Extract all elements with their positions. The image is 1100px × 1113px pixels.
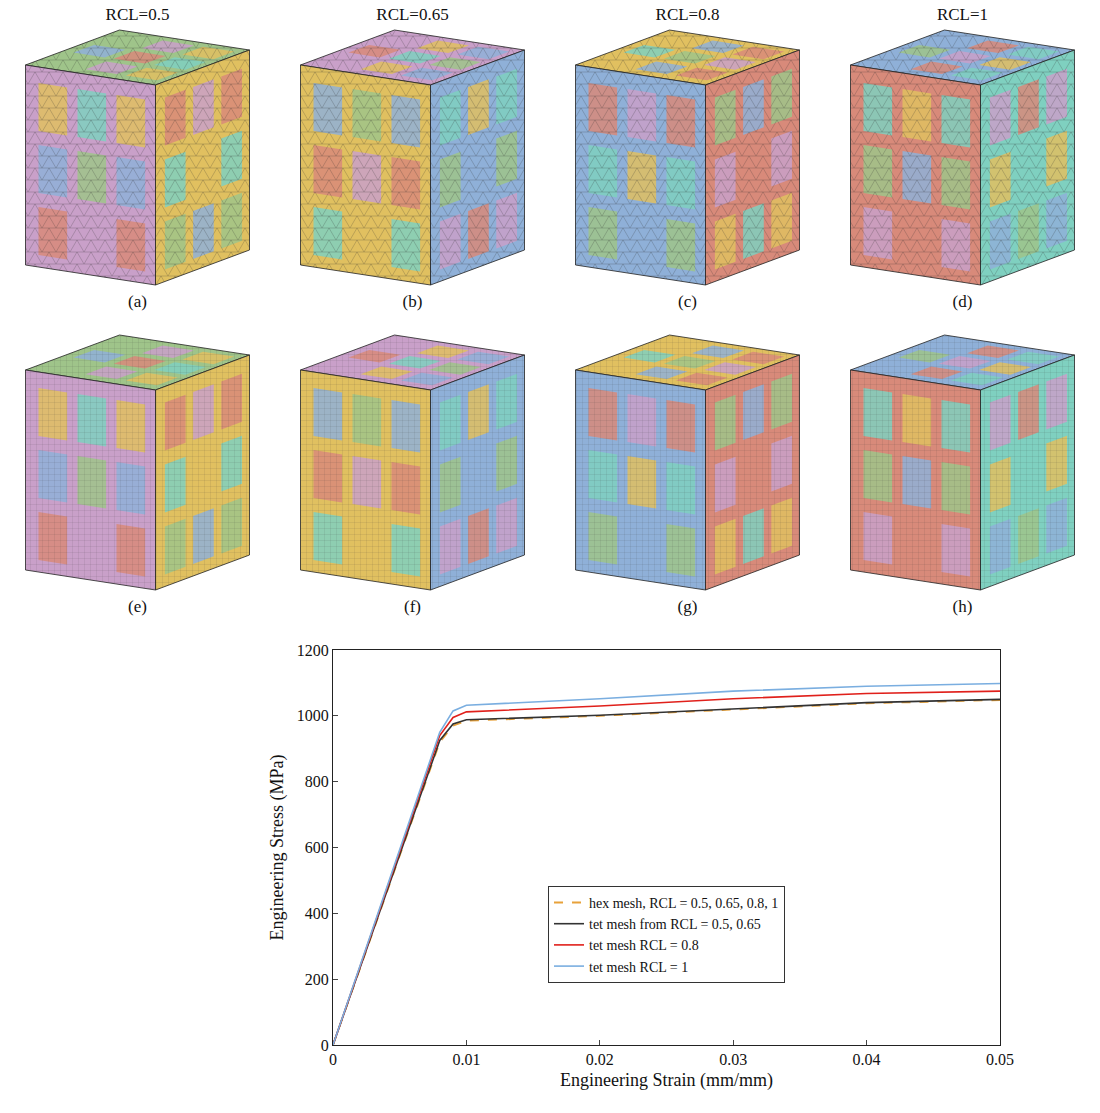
svg-text:800: 800 [305, 773, 329, 790]
svg-text:0.04: 0.04 [853, 1051, 881, 1068]
svg-text:tet mesh from RCL = 0.5, 0.65: tet mesh from RCL = 0.5, 0.65 [589, 917, 761, 932]
svg-text:0.03: 0.03 [719, 1051, 747, 1068]
svg-text:0: 0 [321, 1037, 329, 1054]
svg-text:(h): (h) [953, 597, 973, 616]
svg-text:tet mesh RCL = 1: tet mesh RCL = 1 [589, 960, 688, 975]
svg-text:RCL=0.65: RCL=0.65 [376, 5, 448, 24]
svg-text:tet mesh RCL = 0.8: tet mesh RCL = 0.8 [589, 938, 699, 953]
svg-text:1000: 1000 [297, 707, 329, 724]
svg-text:RCL=1: RCL=1 [937, 5, 988, 24]
svg-text:600: 600 [305, 839, 329, 856]
svg-text:200: 200 [305, 971, 329, 988]
svg-text:(b): (b) [403, 292, 423, 311]
svg-text:(e): (e) [128, 597, 147, 616]
svg-text:1200: 1200 [297, 642, 329, 659]
svg-text:(a): (a) [128, 292, 147, 311]
svg-text:hex mesh, RCL = 0.5, 0.65, 0.8: hex mesh, RCL = 0.5, 0.65, 0.8, 1 [589, 896, 778, 911]
svg-text:0.05: 0.05 [986, 1051, 1014, 1068]
svg-text:0: 0 [329, 1051, 337, 1068]
svg-text:Engineering Strain (mm/mm): Engineering Strain (mm/mm) [560, 1070, 773, 1091]
svg-text:(c): (c) [678, 292, 697, 311]
svg-text:0.01: 0.01 [452, 1051, 480, 1068]
svg-text:(g): (g) [678, 597, 698, 616]
svg-text:400: 400 [305, 905, 329, 922]
svg-text:RCL=0.8: RCL=0.8 [656, 5, 720, 24]
svg-text:(d): (d) [953, 292, 973, 311]
svg-text:RCL=0.5: RCL=0.5 [106, 5, 170, 24]
svg-text:Engineering Stress (MPa): Engineering Stress (MPa) [267, 755, 288, 941]
svg-text:(f): (f) [404, 597, 421, 616]
svg-text:0.02: 0.02 [586, 1051, 614, 1068]
